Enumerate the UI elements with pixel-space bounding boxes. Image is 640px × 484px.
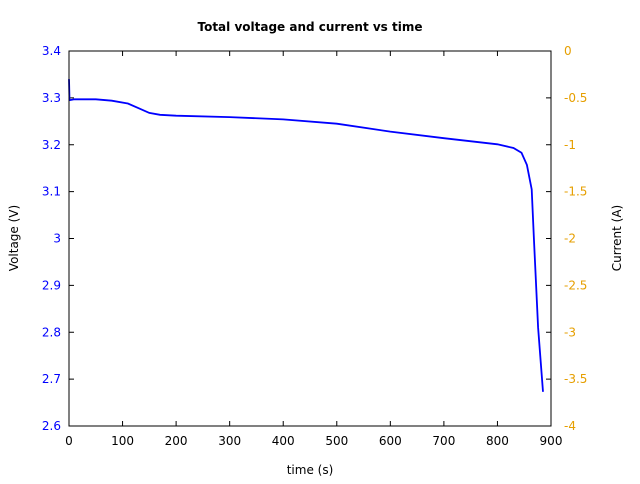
y2-tick-label: -2.5 <box>564 278 587 292</box>
y2-tick-label: -1 <box>564 138 576 152</box>
y2-tick-label: -3 <box>564 325 576 339</box>
x-tick-label: 500 <box>325 434 348 448</box>
x-tick-label: 700 <box>432 434 455 448</box>
y-tick-label: 2.9 <box>42 278 61 292</box>
y2-axis-label: Current (A) <box>610 205 624 271</box>
x-tick-label: 300 <box>218 434 241 448</box>
y-axis-label: Voltage (V) <box>7 205 21 271</box>
y-tick-label: 3.3 <box>42 91 61 105</box>
y-tick-label: 2.8 <box>42 325 61 339</box>
x-tick-label: 200 <box>165 434 188 448</box>
y2-tick-label: -2 <box>564 232 576 246</box>
y-tick-label: 2.6 <box>42 419 61 433</box>
chart-title: Total voltage and current vs time <box>197 20 422 34</box>
x-axis-label: time (s) <box>287 463 334 477</box>
y2-tick-label: -3.5 <box>564 372 587 386</box>
y2-tick-label: 0 <box>564 44 572 58</box>
x-tick-label: 0 <box>65 434 73 448</box>
x-tick-label: 100 <box>111 434 134 448</box>
plot-frame <box>68 50 552 427</box>
y-tick-label: 3.4 <box>42 44 61 58</box>
x-tick-label: 800 <box>486 434 509 448</box>
y2-tick-label: -1.5 <box>564 185 587 199</box>
y-tick-label: 3.1 <box>42 185 61 199</box>
y-tick-label: 3 <box>53 232 61 246</box>
x-tick-label: 900 <box>540 434 563 448</box>
y2-tick-label: -0.5 <box>564 91 587 105</box>
voltage-series-line <box>68 79 544 392</box>
x-tick-label: 600 <box>379 434 402 448</box>
x-tick-label: 400 <box>272 434 295 448</box>
y2-tick-label: -4 <box>564 419 576 433</box>
y-tick-label: 3.2 <box>42 138 61 152</box>
y-tick-label: 2.7 <box>42 372 61 386</box>
